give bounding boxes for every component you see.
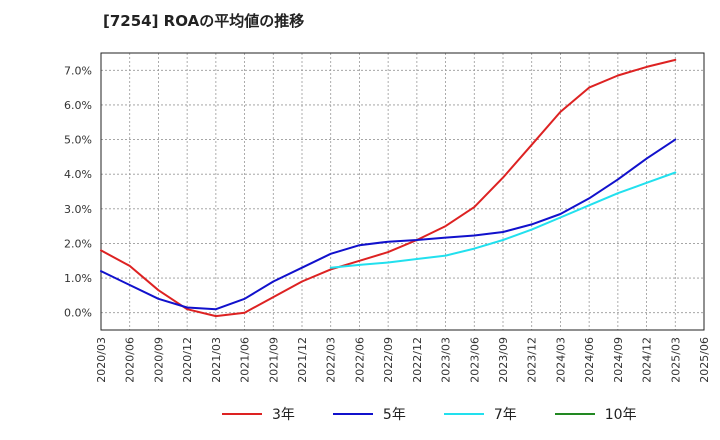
- x-tick-label: 2022/03: [325, 337, 338, 383]
- y-tick-label: 4.0%: [64, 168, 92, 181]
- legend-item: 10年: [554, 404, 637, 424]
- x-tick-label: 2025/06: [698, 337, 711, 383]
- legend-swatch: [222, 413, 262, 415]
- legend-label: 10年: [604, 407, 637, 423]
- x-tick-label: 2024/06: [583, 337, 596, 383]
- y-tick-label: 6.0%: [64, 99, 92, 112]
- chart-legend: 3年 5年 7年 10年: [222, 404, 675, 424]
- legend-swatch: [554, 413, 595, 415]
- y-tick-label: 5.0%: [64, 134, 92, 147]
- x-tick-label: 2020/12: [181, 337, 194, 383]
- x-tick-label: 2021/06: [239, 337, 252, 383]
- x-tick-label: 2024/09: [612, 337, 625, 383]
- legend-label: 3年: [272, 407, 295, 423]
- legend-item: 5年: [332, 404, 406, 424]
- x-tick-label: 2022/12: [411, 337, 424, 383]
- x-tick-label: 2023/12: [526, 337, 539, 383]
- legend-label: 5年: [382, 407, 406, 423]
- legend-item: 3年: [222, 404, 295, 424]
- y-tick-label: 2.0%: [64, 237, 92, 250]
- x-tick-label: 2020/03: [95, 337, 108, 383]
- plot-frame: [100, 52, 705, 331]
- series-line-5年: [100, 138, 677, 311]
- x-tick-label: 2024/12: [641, 337, 654, 383]
- y-tick-label: 1.0%: [64, 272, 92, 285]
- legend-swatch: [443, 413, 484, 415]
- x-tick-label: 2021/09: [267, 337, 280, 383]
- x-tick-label: 2020/06: [124, 337, 137, 383]
- x-tick-label: 2023/09: [497, 337, 510, 383]
- series-line-3年: [100, 58, 677, 318]
- x-tick-label: 2021/03: [210, 337, 223, 383]
- x-tick-label: 2020/09: [152, 337, 165, 383]
- x-tick-label: 2023/06: [468, 337, 481, 383]
- x-tick-label: 2023/03: [440, 337, 453, 383]
- legend-swatch: [332, 413, 373, 415]
- legend-label: 7年: [493, 407, 517, 423]
- legend-item: 7年: [443, 404, 517, 424]
- x-tick-label: 2022/09: [382, 337, 395, 383]
- y-tick-label: 7.0%: [64, 64, 92, 77]
- x-tick-label: 2022/06: [353, 337, 366, 383]
- y-tick-label: 0.0%: [64, 307, 92, 320]
- chart-title: [7254] ROAの平均値の推移: [103, 12, 305, 30]
- x-tick-label: 2025/03: [669, 337, 682, 383]
- plot-area: [101, 53, 704, 330]
- x-tick-label: 2021/12: [296, 337, 309, 383]
- series-line-7年: [329, 171, 677, 269]
- y-tick-label: 3.0%: [64, 203, 92, 216]
- x-tick-label: 2024/03: [554, 337, 567, 383]
